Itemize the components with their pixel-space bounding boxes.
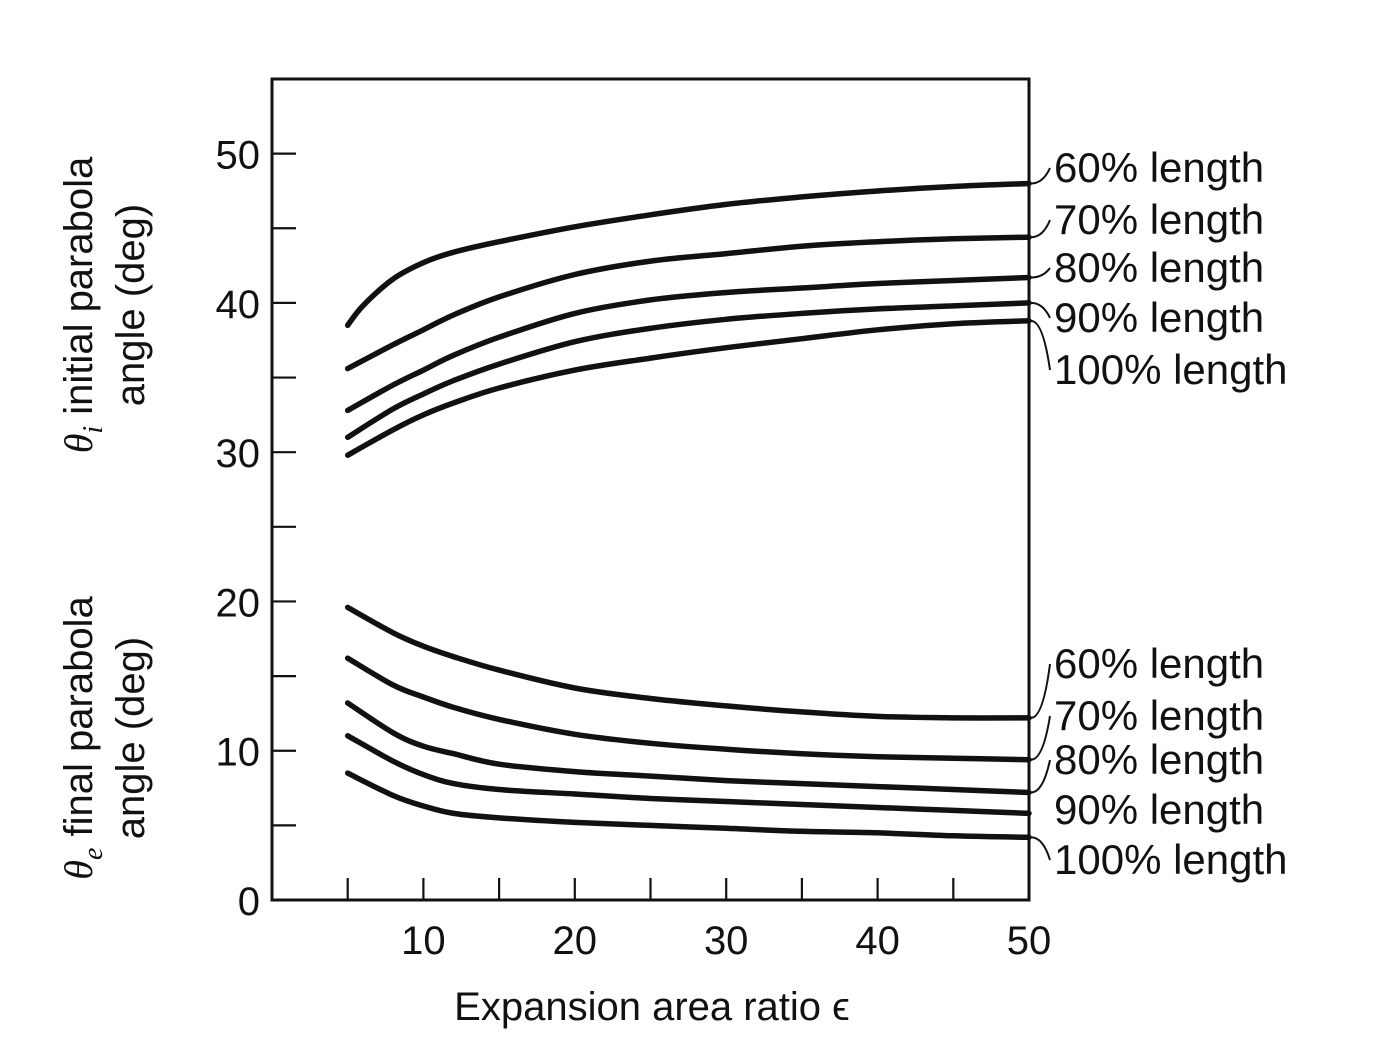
y-lower-subscript: e (78, 848, 109, 860)
leader-initial-80-length (1030, 267, 1051, 279)
leader-final-60-length (1030, 663, 1051, 719)
label-initial-90-length: 90% length (1054, 294, 1264, 341)
label-leader-lines (1030, 167, 1051, 861)
line-initial-100-length (344, 318, 1032, 458)
line-final-100-length (344, 770, 1032, 841)
y-tick-label-0: 0 (238, 880, 260, 924)
leader-final-70-length (1030, 715, 1051, 761)
y-tick-label-40: 40 (216, 283, 261, 327)
plot-frame (270, 77, 1031, 902)
y-tick-label-10: 10 (216, 731, 261, 775)
y-upper-line1: initial parabola (57, 156, 101, 426)
label-final-60-length: 60% length (1054, 640, 1264, 687)
line-initial-60-length (344, 180, 1032, 329)
label-initial-60-length: 60% length (1054, 144, 1264, 191)
line-final-60-length (344, 604, 1032, 721)
y-tick-label-30: 30 (216, 432, 261, 476)
label-initial-100-length: 100% length (1054, 346, 1288, 393)
x-tick-label-20: 20 (553, 919, 598, 963)
y-lower-line2: angle (deg) (109, 637, 153, 839)
y-tick-label-20: 20 (216, 581, 261, 625)
y-lower-line1: final parabola (57, 596, 101, 848)
line-initial-80-length (344, 274, 1032, 414)
leader-initial-100-length (1030, 319, 1051, 371)
leader-initial-60-length (1030, 167, 1051, 185)
label-initial-70-length: 70% length (1054, 196, 1264, 243)
label-final-70-length: 70% length (1054, 692, 1264, 739)
leader-initial-90-length (1030, 301, 1051, 319)
y-axis-label-upper: θi initial parabola angle (deg) (56, 156, 153, 453)
series-lines (344, 180, 1032, 841)
leader-final-80-length (1030, 759, 1051, 794)
line-final-80-length (344, 700, 1032, 796)
y-upper-line2: angle (deg) (109, 204, 153, 406)
line-initial-70-length (344, 234, 1032, 372)
x-tick-label-40: 40 (855, 919, 900, 963)
label-final-100-length: 100% length (1054, 836, 1288, 883)
label-initial-80-length: 80% length (1054, 244, 1264, 291)
line-initial-90-length (344, 300, 1032, 441)
label-final-80-length: 80% length (1054, 736, 1264, 783)
line-final-90-length (344, 733, 1032, 817)
y-axis-label-lower: θe final parabola angle (deg) (56, 596, 153, 880)
leader-initial-70-length (1030, 219, 1051, 239)
svg-text:θi initial parabola: θi initial parabola (56, 156, 109, 453)
y-lower-symbol: θ (56, 860, 101, 880)
x-tick-label-30: 30 (704, 919, 749, 963)
y-tick-label-50: 50 (216, 134, 261, 178)
svg-text:θe final parabola: θe final parabola (56, 596, 109, 880)
y-upper-subscript: i (78, 426, 109, 434)
x-tick-label-10: 10 (401, 919, 446, 963)
x-axis-label: Expansion area ratio ϵ (454, 985, 850, 1029)
x-tick-label-50: 50 (1007, 919, 1052, 963)
leader-final-100-length (1030, 836, 1051, 861)
line-final-70-length (344, 655, 1032, 763)
y-upper-symbol: θ (56, 434, 101, 454)
label-final-90-length: 90% length (1054, 786, 1264, 833)
axis-ticks: 10 20 30 40 50 0 10 20 30 40 50 (216, 134, 1052, 963)
